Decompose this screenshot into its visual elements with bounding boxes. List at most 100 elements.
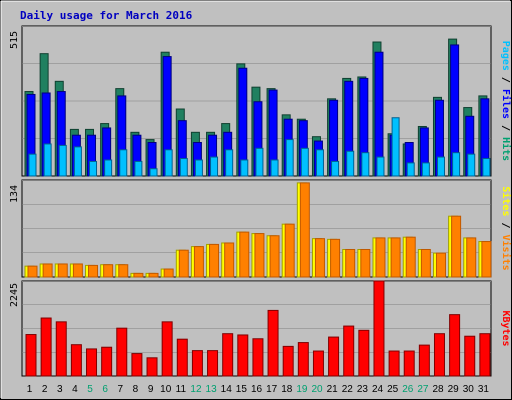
- pages-bar: [225, 149, 234, 177]
- visits-bar: [345, 248, 356, 278]
- visits-bar: [481, 241, 492, 278]
- day-tick-label: 22: [342, 384, 354, 395]
- day-tick-label: 7: [118, 384, 124, 395]
- day-tick-label: 5: [87, 384, 93, 395]
- day-tick-label: 1: [27, 384, 33, 395]
- pages-bar: [73, 146, 82, 177]
- kbytes-bar: [388, 350, 400, 377]
- pages-bar: [331, 160, 340, 177]
- kbytes-bar: [267, 309, 279, 377]
- pages-bar: [361, 152, 370, 177]
- visits-bar: [314, 238, 325, 278]
- kbytes-bar: [116, 327, 128, 377]
- visits-bar: [330, 238, 341, 278]
- day-tick-label: 21: [327, 384, 339, 395]
- day-tick-label: 4: [72, 384, 78, 395]
- pages-bar: [436, 156, 445, 177]
- kbytes-bar: [131, 353, 143, 377]
- hits-side-label-files: Files: [500, 89, 512, 119]
- pages-bar: [149, 168, 158, 177]
- day-tick-label: 3: [57, 384, 63, 395]
- visits-sites-panel: 134 Sites / Visits: [9, 179, 512, 278]
- kbytes-side-label: KBytes: [500, 310, 511, 346]
- kbytes-side-label-kbytes: KBytes: [500, 310, 511, 346]
- visits-side-label: Sites / Visits: [500, 186, 512, 270]
- kbytes-bar: [358, 329, 370, 377]
- visits-bar: [284, 223, 295, 278]
- pages-bar: [391, 117, 400, 177]
- visits-bar: [224, 242, 235, 278]
- kbytes-bar: [343, 325, 355, 377]
- hits-side-label: Pages / Files / Hits: [500, 41, 512, 161]
- visits-bar: [390, 237, 401, 278]
- pages-bar: [43, 143, 52, 177]
- pages-bar: [104, 159, 113, 177]
- kbytes-panel: 2245 KBytes: [9, 280, 511, 377]
- kbytes-ymax-label: 2245: [9, 283, 20, 307]
- visits-ymax-label: 134: [9, 185, 20, 203]
- pages-bar: [467, 153, 476, 177]
- pages-bar: [119, 149, 128, 177]
- visits-bar: [148, 272, 159, 278]
- day-tick-label: 20: [311, 384, 323, 395]
- day-tick-label: 29: [448, 384, 460, 395]
- day-tick-label: 11: [176, 384, 187, 395]
- day-tick-label: 18: [281, 384, 293, 395]
- day-tick-label: 16: [251, 384, 263, 395]
- visits-bar: [239, 231, 250, 278]
- visits-bar: [420, 248, 431, 278]
- visits-bar: [27, 265, 38, 278]
- pages-bar: [210, 156, 219, 177]
- kbytes-bar: [207, 350, 219, 377]
- pages-bar: [255, 147, 264, 177]
- day-tick-label: 13: [206, 384, 218, 395]
- kbytes-bar: [297, 342, 309, 377]
- visits-bar: [133, 272, 144, 278]
- pages-bar: [58, 144, 67, 177]
- pages-bar: [270, 159, 279, 177]
- visits-bar: [299, 182, 310, 278]
- kbytes-bar: [252, 338, 264, 377]
- day-tick-label: 28: [432, 384, 444, 395]
- day-tick-label: 31: [478, 384, 490, 395]
- day-tick-label: 6: [102, 384, 108, 395]
- visits-bar: [360, 248, 371, 278]
- visits-bar: [178, 249, 189, 278]
- day-tick-label: 2: [42, 384, 48, 395]
- day-tick-label: 27: [417, 384, 429, 395]
- pages-bar: [240, 159, 249, 177]
- kbytes-bar: [25, 334, 37, 377]
- kbytes-bar: [101, 346, 113, 377]
- pages-bar: [89, 160, 98, 177]
- day-tick-label: 17: [266, 384, 278, 395]
- kbytes-bar: [70, 344, 82, 377]
- visits-bar: [163, 268, 174, 278]
- day-tick-label: 10: [160, 384, 172, 395]
- visits-bar: [466, 237, 477, 278]
- hits-side-label-pages: Pages: [500, 41, 511, 71]
- visits-side-label-sep: /: [500, 216, 511, 234]
- day-tick-label: 19: [296, 384, 308, 395]
- visits-bar: [118, 264, 129, 278]
- pages-bar: [179, 158, 188, 177]
- day-tick-label: 25: [387, 384, 399, 395]
- kbytes-bar: [222, 333, 234, 377]
- pages-bar: [406, 162, 415, 177]
- kbytes-bar: [433, 333, 445, 377]
- visits-bar: [451, 215, 462, 278]
- visits-bar: [88, 264, 99, 278]
- hits-ymax-label: 515: [9, 31, 20, 49]
- pages-bar: [285, 139, 294, 177]
- day-tick-label: 12: [190, 384, 202, 395]
- chart-title: Daily usage for March 2016: [20, 9, 193, 22]
- visits-bar: [57, 263, 68, 278]
- day-axis: 1 2 3 4 5 6 7 8 9 10 11 12 13 14 15 16 17 18 19 20 21 22 23 24 2…: [27, 384, 490, 395]
- kbytes-bar: [40, 317, 52, 377]
- day-tick-label: 8: [133, 384, 139, 395]
- visits-bar: [72, 263, 83, 278]
- pages-bar: [315, 149, 324, 177]
- pages-bar: [346, 150, 355, 177]
- kbytes-bar: [418, 344, 430, 377]
- visits-bar: [209, 243, 220, 278]
- visits-bar: [375, 237, 386, 278]
